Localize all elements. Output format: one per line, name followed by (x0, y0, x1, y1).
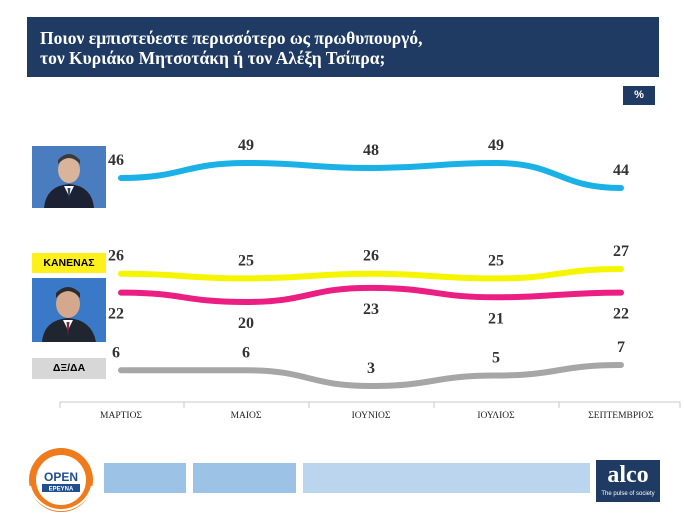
data-label: 25 (488, 252, 504, 269)
data-label: 49 (238, 137, 254, 154)
data-point (619, 363, 623, 367)
data-point (494, 295, 498, 299)
data-label: 6 (112, 344, 120, 361)
footer-bar-2 (193, 463, 296, 493)
data-point (494, 374, 498, 377)
alco-logo-text: alco (607, 462, 649, 488)
data-point (619, 291, 623, 295)
data-label: 44 (613, 162, 629, 179)
data-point (244, 300, 248, 304)
data-point (369, 166, 373, 170)
data-label: 49 (488, 137, 504, 154)
title-banner: Ποιον εμπιστεύεστε περισσότερο ως πρωθυπ… (27, 17, 659, 77)
data-point (369, 272, 373, 276)
data-label: 26 (363, 248, 379, 265)
data-point (119, 368, 123, 372)
data-label: 25 (238, 252, 254, 269)
data-label: 27 (613, 243, 629, 260)
data-point (119, 176, 123, 180)
data-point (244, 368, 248, 372)
x-tick-label: ΙΟΥΛΙΟΣ (477, 411, 515, 421)
data-point (119, 272, 123, 276)
alco-tagline: The pulse of society (601, 491, 655, 497)
data-label: 21 (488, 310, 504, 327)
data-label: 22 (613, 306, 629, 323)
open-logo-subtext: ΕΡΕΥΝΑ (49, 487, 74, 493)
data-label: 46 (108, 152, 124, 169)
data-label: 7 (617, 339, 625, 356)
data-label: 23 (363, 301, 379, 318)
data-label: 20 (238, 315, 254, 332)
tsipras-photo (32, 278, 106, 342)
x-tick-label: ΜΑΙΟΣ (231, 411, 262, 421)
data-point (494, 276, 498, 280)
title-line-2: τον Κυριάκο Μητσοτάκη ή τον Αλέξη Τσίπρα… (40, 48, 386, 68)
data-label: 48 (363, 142, 379, 159)
mitsotakis-photo (32, 146, 106, 208)
data-label: 26 (108, 248, 124, 265)
footer-bar-3 (303, 463, 590, 493)
title-line-1: Ποιον εμπιστεύεστε περισσότερο ως πρωθυπ… (40, 28, 423, 48)
data-point (119, 291, 123, 295)
data-point (369, 384, 373, 388)
x-tick-label: ΙΟΥΝΙΟΣ (352, 411, 391, 421)
data-label: 3 (367, 360, 375, 377)
data-label: 22 (108, 306, 124, 323)
data-point (369, 286, 373, 290)
open-ereuna-logo: OPEN ΕΡΕΥΝΑ (29, 448, 93, 512)
unit-badge: % (623, 86, 655, 105)
data-point (494, 161, 498, 165)
data-point (619, 186, 623, 190)
open-logo-text: OPEN (44, 470, 78, 484)
footer-bar-1 (104, 463, 186, 493)
legend-kanenas: ΚΑΝΕΝΑΣ (32, 253, 106, 273)
data-label: 5 (492, 350, 500, 367)
data-point (244, 161, 248, 165)
data-label: 6 (242, 344, 250, 361)
legend-dxda: ΔΞ/ΔΑ (32, 358, 106, 379)
data-point (244, 276, 248, 280)
data-point (619, 267, 623, 271)
x-tick-label: ΜΑΡΤΙΟΣ (100, 411, 142, 421)
alco-logo: alco The pulse of society (596, 460, 660, 502)
x-tick-label: ΣΕΠΤΕΜΒΡΙΟΣ (588, 411, 654, 421)
